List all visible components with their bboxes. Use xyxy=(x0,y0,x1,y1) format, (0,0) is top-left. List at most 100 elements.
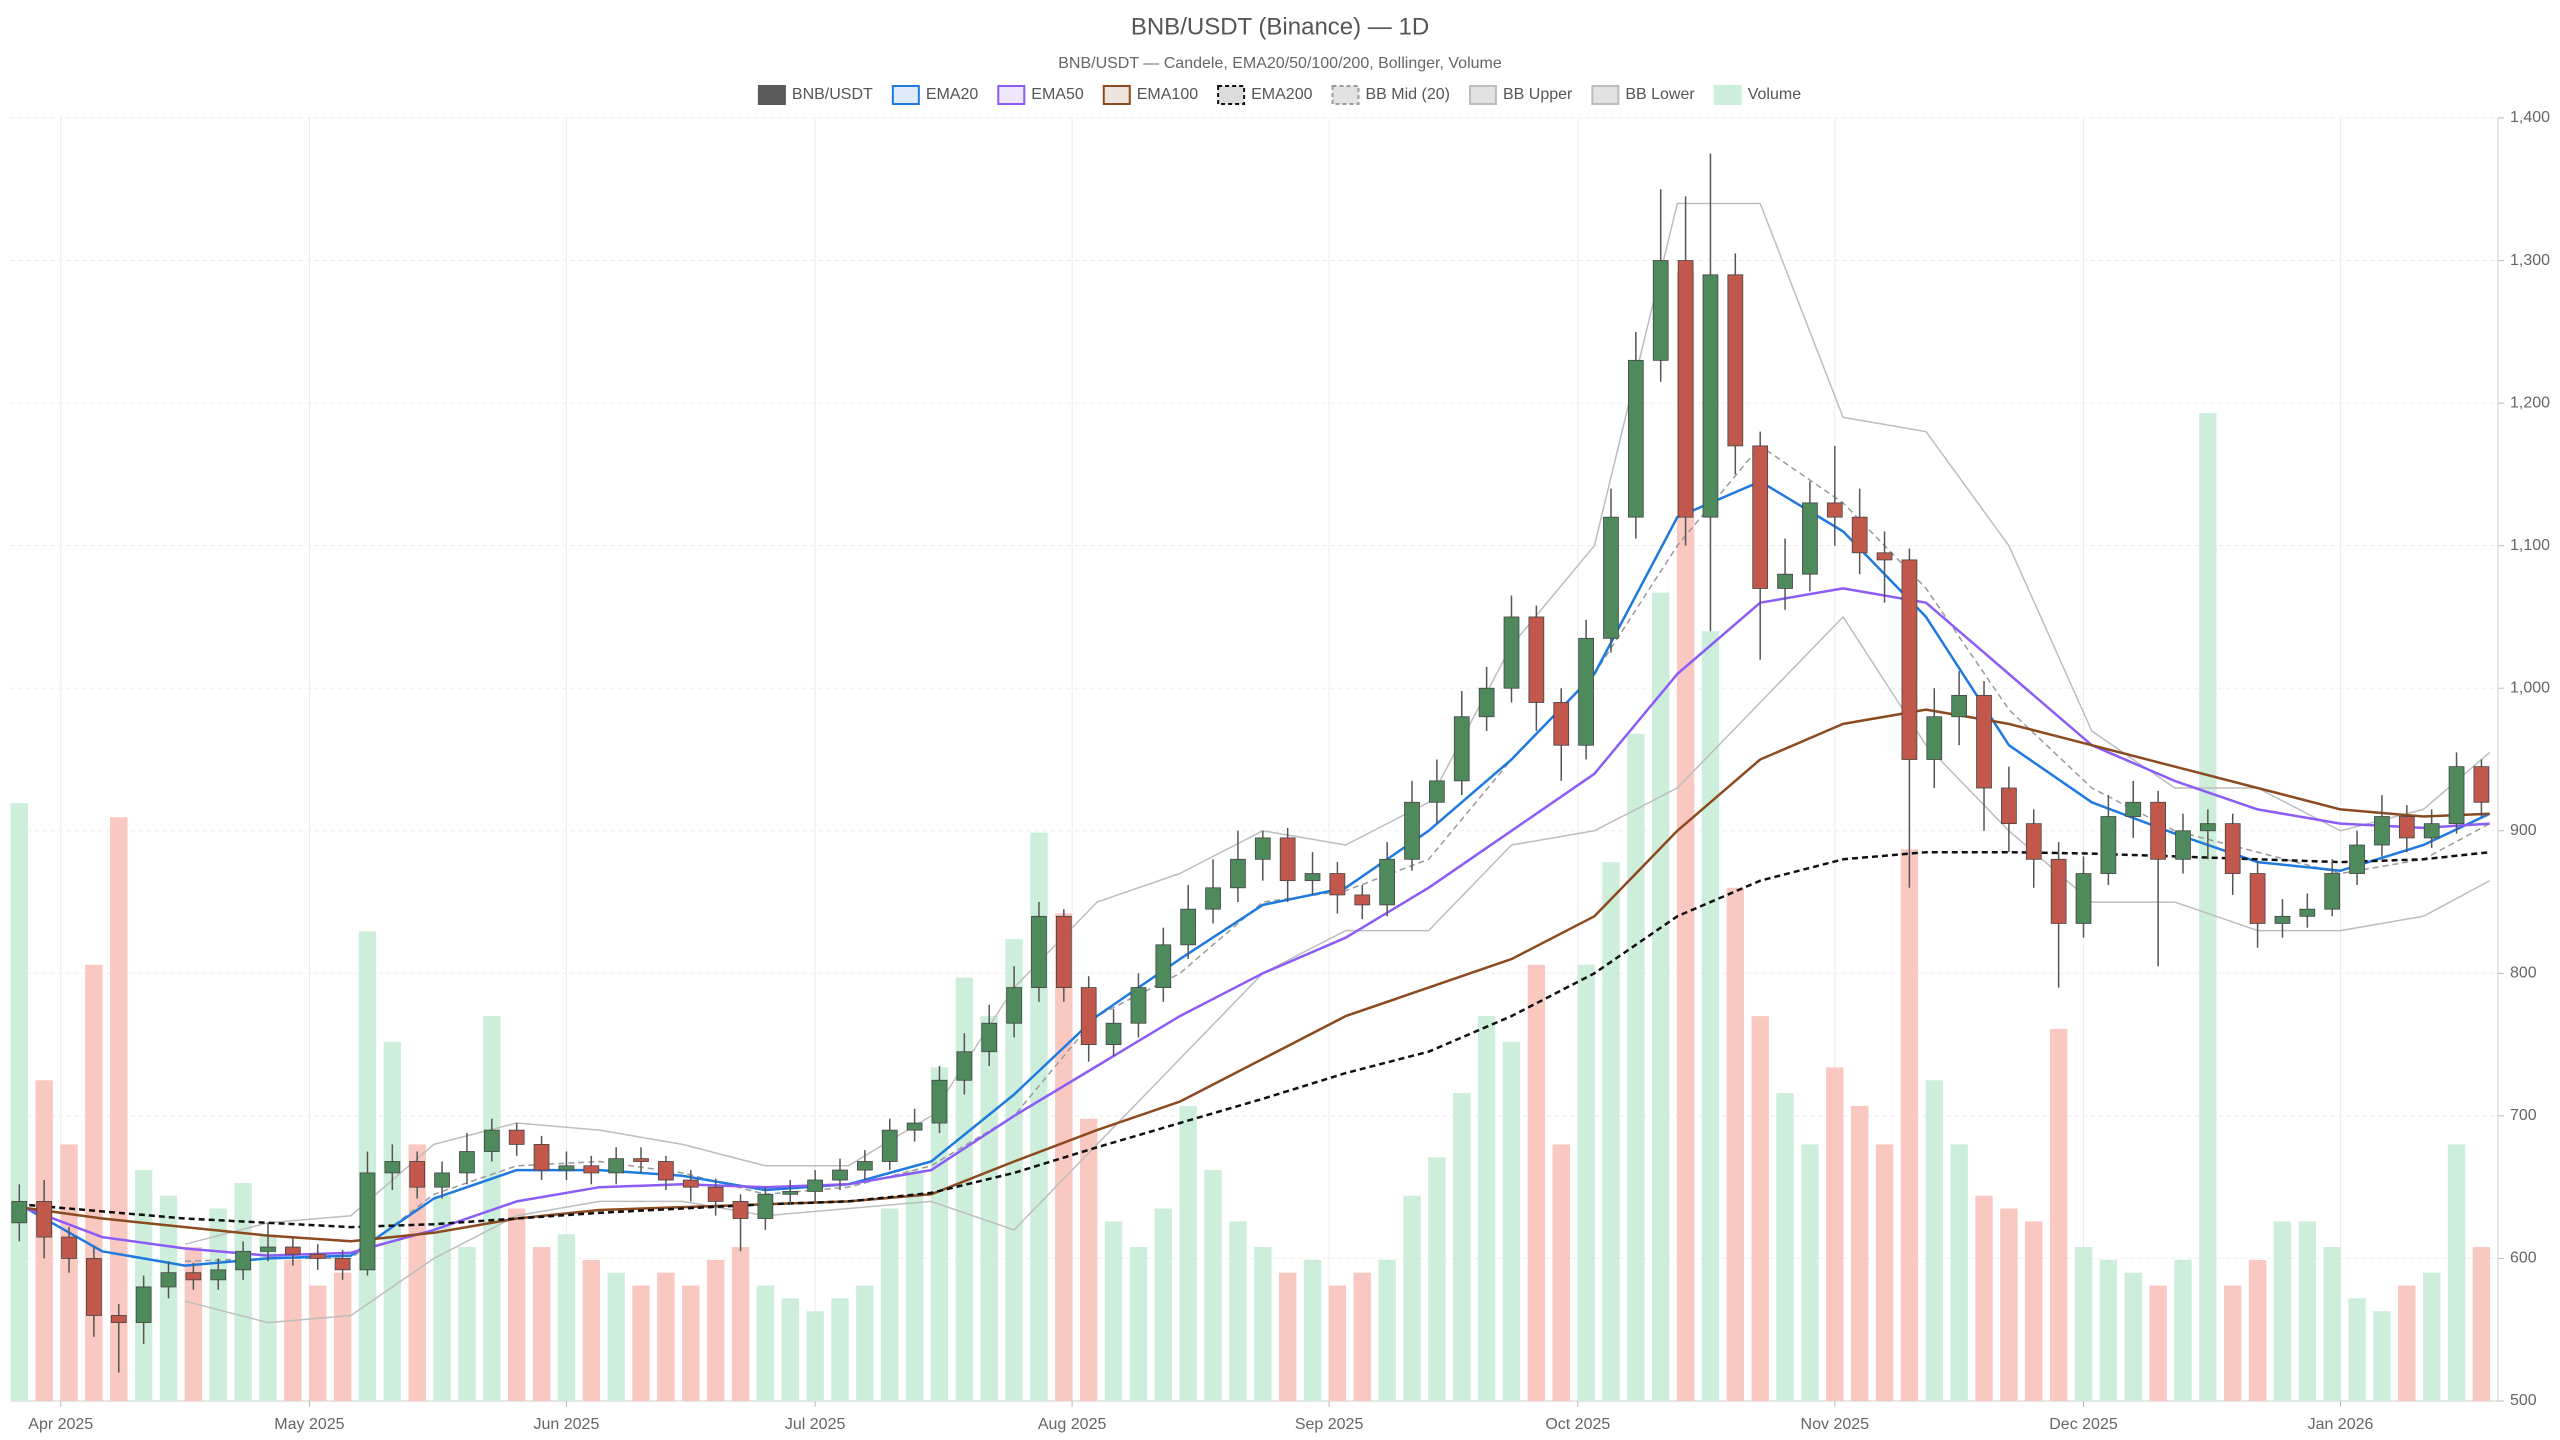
candle-body xyxy=(1080,987,1097,1046)
legend-label: BB Lower xyxy=(1625,86,1695,103)
volume-bar xyxy=(1278,1272,1297,1401)
candle-body xyxy=(558,1165,575,1171)
candle-body xyxy=(1677,260,1694,518)
volume-bar xyxy=(1652,592,1670,1401)
volume-bar xyxy=(1602,862,1620,1401)
candle-body xyxy=(2001,787,2017,825)
volume-bar xyxy=(1079,1118,1098,1401)
candle-body xyxy=(1553,702,1570,746)
candle-body xyxy=(483,1129,500,1152)
candle-body xyxy=(309,1253,326,1259)
volume-bar xyxy=(1627,733,1645,1401)
volume-bar xyxy=(2373,1311,2391,1401)
volume-bar xyxy=(10,803,28,1401)
legend-swatch xyxy=(997,85,1026,105)
y-tick-label: 900 xyxy=(2510,822,2537,839)
candle-body xyxy=(757,1193,774,1219)
volume-bar xyxy=(582,1259,601,1401)
volume-bar xyxy=(1179,1105,1197,1401)
candle-body xyxy=(2199,823,2216,832)
candle-body xyxy=(1354,894,1371,906)
volume-bar xyxy=(309,1285,327,1401)
volume-bar xyxy=(1552,1144,1570,1401)
legend: BNB/USDT EMA20 EMA50 EMA100 EMA200 BB Mid (20… xyxy=(757,85,1801,105)
volume-bar xyxy=(731,1247,750,1401)
candle-body xyxy=(110,1315,127,1323)
candle-body xyxy=(2423,823,2440,839)
y-tick-label: 800 xyxy=(2510,965,2537,982)
candle-body xyxy=(2224,823,2241,874)
volume-bar xyxy=(1328,1285,1347,1401)
volume-bar xyxy=(2025,1221,2043,1401)
candle-body xyxy=(235,1250,251,1271)
candle-body xyxy=(2374,816,2390,846)
volume-bar xyxy=(1925,1080,1943,1401)
candle-body xyxy=(61,1236,77,1259)
candle-body xyxy=(1379,858,1396,906)
volume-bar xyxy=(1527,964,1546,1401)
candle-body xyxy=(1105,1022,1122,1046)
candle-body xyxy=(1130,987,1147,1024)
candle-body xyxy=(2125,801,2142,817)
candle-body xyxy=(2075,873,2092,924)
legend-label: BNB/USDT xyxy=(792,86,873,103)
volume-bar xyxy=(1502,1041,1521,1401)
candle-body xyxy=(1976,694,1992,789)
candle-body xyxy=(2349,844,2365,874)
candle-body xyxy=(2448,766,2465,825)
candle-body xyxy=(2249,873,2266,924)
volume-bar xyxy=(2149,1285,2167,1401)
candle-body xyxy=(1851,516,1868,554)
candle-body xyxy=(857,1161,873,1171)
volume-bar xyxy=(2124,1272,2142,1401)
candle-body xyxy=(931,1079,948,1124)
volume-bar xyxy=(905,1170,924,1401)
legend-swatch xyxy=(757,85,786,105)
candle-body xyxy=(1578,637,1594,746)
volume-bar xyxy=(209,1208,227,1401)
y-tick-label: 1,200 xyxy=(2510,394,2550,411)
volume-bar xyxy=(1254,1247,1272,1401)
candle-body xyxy=(210,1269,227,1281)
volume-bar xyxy=(1378,1259,1396,1401)
candle-body xyxy=(2175,830,2191,860)
legend-swatch xyxy=(891,85,920,105)
candle-body xyxy=(185,1272,202,1281)
volume-bar xyxy=(1975,1195,1993,1401)
candle-body xyxy=(981,1022,998,1053)
candle-body xyxy=(1603,516,1619,639)
volume-bar xyxy=(2422,1272,2441,1401)
candle-body xyxy=(36,1201,53,1238)
volume-bar xyxy=(1403,1195,1421,1401)
candle-body xyxy=(807,1179,823,1192)
candle-body xyxy=(2473,766,2490,803)
candle-body xyxy=(1777,573,1793,589)
volume-bar xyxy=(781,1298,799,1401)
x-tick-label: Aug 2025 xyxy=(1038,1416,1107,1433)
x-tick-label: Sep 2025 xyxy=(1295,1416,1364,1433)
volume-bar xyxy=(2398,1285,2416,1401)
legend-swatch xyxy=(1713,85,1742,105)
volume-bar xyxy=(831,1298,849,1401)
legend-swatch xyxy=(1591,85,1620,105)
y-tick-label: 1,400 xyxy=(2510,109,2550,126)
volume-bar xyxy=(259,1234,277,1401)
volume-bar xyxy=(2049,1028,2068,1401)
candle-body xyxy=(2274,915,2291,924)
candle-body xyxy=(434,1172,450,1188)
volume-bar xyxy=(856,1285,874,1401)
legend-label: EMA100 xyxy=(1137,86,1198,103)
x-tick-label: Jul 2025 xyxy=(785,1416,846,1433)
volume-bar xyxy=(1204,1170,1222,1401)
y-tick-label: 600 xyxy=(2510,1250,2537,1267)
legend-label: EMA50 xyxy=(1031,86,1084,103)
candle-body xyxy=(1329,873,1346,896)
volume-bar xyxy=(2174,1259,2192,1401)
volume-bar xyxy=(2224,1285,2242,1401)
legend-swatch xyxy=(1468,85,1497,105)
volume-bar xyxy=(980,1016,998,1401)
volume-bar xyxy=(2472,1247,2491,1401)
candle-body xyxy=(1926,716,1943,760)
volume-bar xyxy=(1751,1016,1769,1401)
